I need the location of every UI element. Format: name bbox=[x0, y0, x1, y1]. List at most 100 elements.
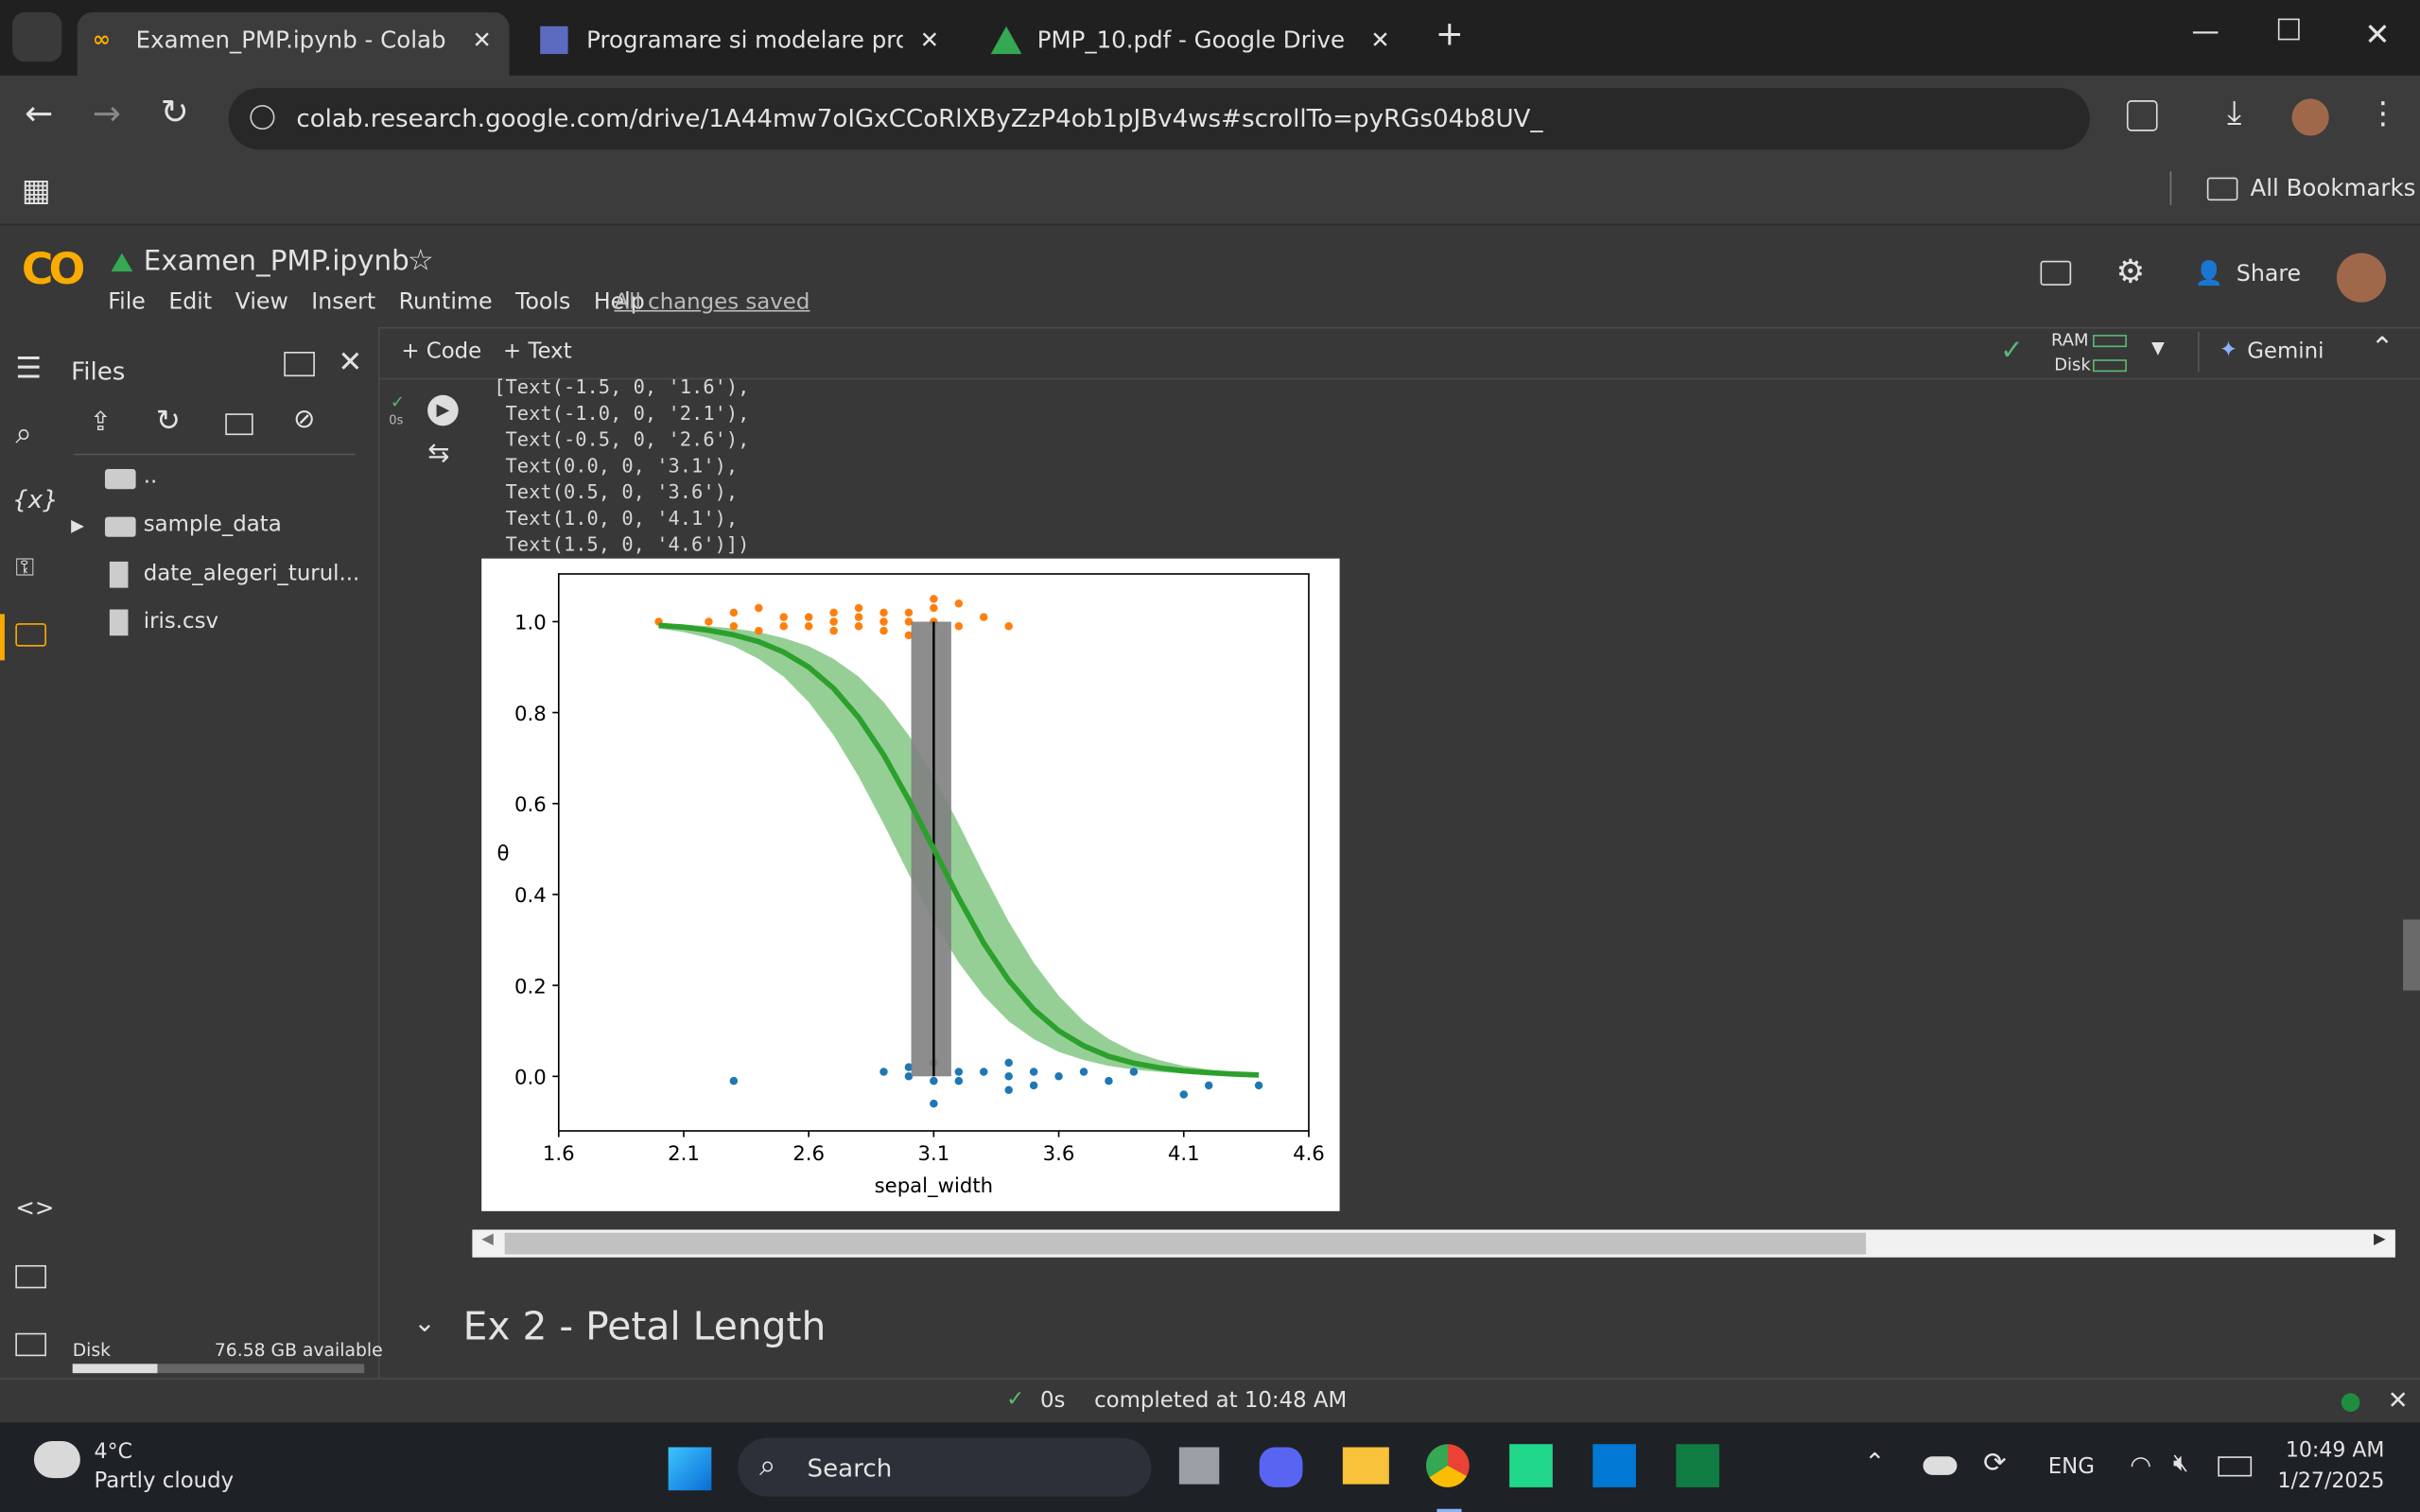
scroll-right[interactable]: ▶ bbox=[2374, 1231, 2386, 1248]
point bbox=[954, 1068, 964, 1076]
new-tab[interactable]: + bbox=[1435, 15, 1464, 55]
menu-item[interactable]: Insert bbox=[311, 289, 376, 315]
folder-icon bbox=[2206, 177, 2238, 201]
site-info[interactable] bbox=[250, 104, 275, 130]
hide-files[interactable]: ⊘ bbox=[293, 404, 316, 436]
clock-time[interactable]: 10:49 AM bbox=[2285, 1437, 2385, 1463]
file-item[interactable]: sample_data bbox=[143, 512, 282, 537]
wifi[interactable]: ◠ bbox=[2130, 1450, 2151, 1480]
vscode[interactable] bbox=[1593, 1444, 1636, 1487]
star[interactable]: ☆ bbox=[407, 243, 434, 278]
tab-close[interactable]: ✕ bbox=[919, 26, 940, 55]
close-window[interactable]: ✕ bbox=[2364, 15, 2391, 53]
language[interactable]: ENG bbox=[2047, 1454, 2095, 1480]
sync[interactable]: ⟳ bbox=[1983, 1447, 2007, 1480]
h-scrollbar[interactable]: ◀ ▶ bbox=[472, 1229, 2395, 1258]
tab-search-button[interactable] bbox=[12, 12, 62, 62]
y-axis-label: θ bbox=[497, 843, 510, 866]
menu[interactable]: ⋮ bbox=[2367, 94, 2399, 131]
close-panel[interactable]: ✕ bbox=[338, 345, 363, 380]
excel[interactable] bbox=[1676, 1444, 1720, 1487]
run-button[interactable]: ▶ bbox=[427, 394, 459, 426]
toc-icon[interactable]: ☰ bbox=[15, 352, 43, 386]
secrets-icon[interactable]: ⚿ bbox=[15, 552, 35, 582]
upload[interactable]: ⇪ bbox=[89, 407, 112, 439]
back[interactable]: ← bbox=[25, 96, 54, 134]
menu-item[interactable]: Tools bbox=[515, 289, 571, 315]
point bbox=[804, 613, 813, 621]
file-explorer[interactable] bbox=[1342, 1447, 1389, 1485]
minimize[interactable]: — bbox=[2191, 15, 2220, 48]
notebook-title[interactable]: Examen_PMP.ipynb bbox=[143, 245, 409, 278]
active-indicator bbox=[1436, 1508, 1462, 1512]
status-close[interactable]: ✕ bbox=[2387, 1385, 2409, 1416]
task-view[interactable] bbox=[1178, 1447, 1220, 1485]
save-status[interactable]: All changes saved bbox=[614, 289, 810, 315]
refresh[interactable]: ↻ bbox=[155, 404, 181, 439]
variables-icon[interactable]: {x} bbox=[12, 484, 59, 514]
file-item[interactable]: iris.csv bbox=[143, 609, 219, 634]
scroll-left[interactable]: ◀ bbox=[481, 1231, 494, 1248]
discord[interactable] bbox=[1259, 1447, 1303, 1487]
search-icon[interactable]: ⌕ bbox=[15, 416, 32, 451]
files-icon[interactable] bbox=[15, 623, 46, 647]
output-line: [Text(-1.5, 0, '1.6'), bbox=[494, 374, 750, 398]
terminal-icon[interactable] bbox=[15, 1332, 46, 1357]
downloads[interactable]: ⤓ bbox=[2227, 94, 2242, 131]
volume[interactable]: 🔇︎ bbox=[2172, 1447, 2189, 1477]
file-item[interactable]: date_alegeri_turul... bbox=[143, 561, 360, 587]
search-box[interactable]: ⌕ Search bbox=[738, 1437, 1152, 1497]
weather[interactable]: Partly cloudy bbox=[94, 1469, 235, 1494]
tray-expand[interactable]: ⌃ bbox=[1864, 1447, 1886, 1477]
colab-logo[interactable]: CO bbox=[21, 243, 86, 295]
section-toggle[interactable]: ⌄ bbox=[413, 1308, 436, 1340]
mount-drive[interactable] bbox=[225, 413, 253, 436]
open-tab[interactable] bbox=[284, 352, 315, 377]
tab[interactable]: Programare si modelare probab ✕ bbox=[525, 12, 957, 76]
clock-date[interactable]: 1/27/2025 bbox=[2277, 1469, 2385, 1494]
forward[interactable]: → bbox=[92, 96, 122, 134]
notebook-toolbar: + Code + Text ✓ RAM Disk ▼ ✦ Gemini ⌃ bbox=[379, 329, 2420, 380]
tab[interactable]: ∞ Examen_PMP.ipynb - Colab ✕ bbox=[77, 12, 510, 76]
profile[interactable] bbox=[2291, 98, 2329, 136]
gemini[interactable]: Gemini bbox=[2247, 339, 2324, 365]
code-snippets-icon[interactable]: <> bbox=[15, 1193, 55, 1223]
y-tick-label: 0.4 bbox=[514, 884, 547, 908]
add-code[interactable]: + Code bbox=[401, 339, 482, 365]
temperature[interactable]: 4°C bbox=[94, 1439, 132, 1465]
tab-close[interactable]: ✕ bbox=[472, 26, 492, 55]
add-text[interactable]: + Text bbox=[503, 339, 572, 365]
pycharm[interactable] bbox=[1509, 1444, 1553, 1487]
menu-item[interactable]: View bbox=[235, 289, 288, 315]
chrome[interactable] bbox=[1425, 1444, 1470, 1487]
tab[interactable]: PMP_10.pdf - Google Drive ✕ bbox=[975, 12, 1407, 76]
command-palette-icon[interactable] bbox=[15, 1264, 46, 1289]
start[interactable] bbox=[668, 1447, 712, 1491]
extensions[interactable] bbox=[2126, 100, 2158, 131]
disk-used bbox=[72, 1364, 158, 1374]
address-bar[interactable]: colab.research.google.com/drive/1A44mw7o… bbox=[228, 88, 2090, 150]
menu-item[interactable]: Edit bbox=[168, 289, 213, 315]
collapse[interactable]: ⌃ bbox=[2370, 331, 2394, 365]
expand[interactable]: ▶ bbox=[71, 514, 84, 536]
menu-item[interactable]: Runtime bbox=[398, 289, 493, 315]
menu-item[interactable]: File bbox=[108, 289, 146, 315]
profile[interactable] bbox=[2336, 252, 2387, 303]
scroll-thumb[interactable] bbox=[504, 1232, 1867, 1255]
v-scrollbar[interactable] bbox=[2403, 919, 2420, 991]
output-options[interactable]: ⇆ bbox=[427, 438, 450, 470]
runtime-dropdown[interactable]: ▼ bbox=[2151, 338, 2165, 358]
battery[interactable] bbox=[2218, 1456, 2253, 1477]
menu-item[interactable]: Help bbox=[593, 289, 645, 315]
tab-close[interactable]: ✕ bbox=[1370, 26, 1390, 55]
share[interactable]: Share bbox=[2236, 262, 2302, 287]
apps[interactable]: ▦ bbox=[21, 171, 51, 209]
point bbox=[1029, 1081, 1038, 1090]
restore[interactable] bbox=[2277, 18, 2300, 41]
comments[interactable] bbox=[2040, 260, 2072, 286]
onedrive[interactable] bbox=[1923, 1456, 1958, 1475]
settings[interactable]: ⚙ bbox=[2115, 252, 2146, 290]
reload[interactable]: ↻ bbox=[160, 94, 189, 133]
file-item[interactable]: .. bbox=[143, 464, 158, 490]
bookmarks[interactable]: All Bookmarks bbox=[2250, 174, 2416, 202]
